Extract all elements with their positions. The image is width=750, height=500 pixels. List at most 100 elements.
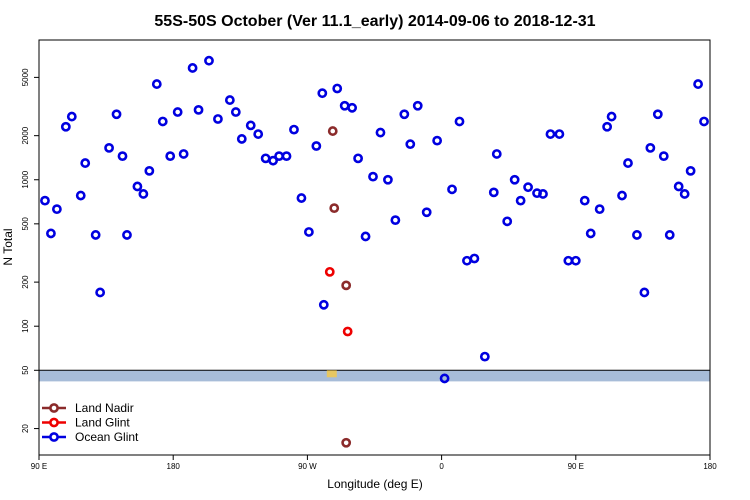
legend-label: Land Glint	[75, 416, 130, 430]
ocean-glint-point	[289, 124, 299, 135]
y-tick-label: 1000	[21, 170, 30, 188]
land-glint-point	[324, 266, 335, 277]
ocean-glint-point	[296, 193, 307, 203]
ocean-glint-point	[245, 120, 256, 131]
ocean-glint-point	[632, 230, 642, 240]
ocean-glint-point	[652, 109, 663, 120]
ocean-glint-point	[554, 129, 565, 139]
ocean-glint-point	[523, 182, 533, 193]
ocean-glint-point	[502, 216, 513, 227]
ocean-glint-point	[488, 187, 499, 198]
legend-marker	[49, 432, 59, 442]
ocean-glint-point	[602, 121, 613, 132]
ocean-glint-point	[46, 228, 56, 239]
ocean-glint-point	[658, 151, 669, 162]
ocean-glint-point	[432, 135, 443, 146]
ocean-glint-point	[122, 230, 132, 240]
ocean-glint-point	[151, 79, 162, 89]
ocean-glint-point	[375, 127, 386, 138]
ocean-glint-point	[679, 189, 690, 199]
ocean-glint-point	[545, 129, 556, 139]
ocean-glint-point	[318, 299, 329, 310]
ocean-glint-point	[405, 139, 416, 150]
ocean-glint-point	[75, 190, 86, 201]
ocean-glint-point	[317, 88, 328, 99]
ocean-glint-point	[639, 287, 650, 298]
land-nadir-point	[327, 126, 338, 136]
legend-marker	[49, 403, 59, 413]
ocean-glint-point	[353, 153, 363, 164]
ocean-glint-point	[399, 109, 410, 120]
ocean-glint-point	[236, 134, 247, 144]
ocean-glint-point	[157, 116, 168, 127]
y-axis: 20 50 100 200 500 1000 2000 5000	[21, 68, 39, 433]
land-glint-point	[342, 326, 353, 337]
x-tick-label: 90 E	[31, 462, 47, 471]
ocean-glint-point	[623, 158, 633, 168]
ocean-glint-point	[117, 151, 128, 162]
ocean-glint-point	[368, 171, 378, 182]
ocean-glint-point	[281, 151, 292, 162]
ocean-glint-point	[111, 109, 122, 120]
ocean-glint-point	[606, 111, 617, 122]
legend-item-ocean-glint: Ocean Glint	[42, 430, 139, 444]
ocean-glint-point	[40, 195, 50, 206]
ocean-glint-point	[187, 63, 198, 73]
band-accent	[326, 370, 337, 378]
y-tick-label: 500	[21, 217, 30, 231]
y-axis-label: N Total	[1, 228, 15, 265]
ocean-glint-point	[479, 351, 490, 362]
band	[39, 370, 710, 382]
ocean-glint-point	[274, 151, 284, 162]
ocean-glint-point	[303, 227, 314, 237]
ocean-glint-point	[570, 255, 581, 266]
ocean-glint-point	[347, 102, 358, 113]
ocean-glint-point	[412, 100, 423, 111]
ocean-glint-point	[645, 143, 656, 153]
legend-label: Ocean Glint	[75, 430, 139, 444]
land-nadir-point	[341, 280, 352, 291]
x-tick-label: 180	[167, 462, 181, 471]
ocean-glint-point	[311, 141, 322, 151]
ocean-glint-point	[268, 155, 279, 166]
y-tick-label: 100	[21, 319, 30, 333]
ocean-glint-point	[421, 207, 432, 218]
ocean-glint-point	[104, 143, 114, 153]
x-tick-label: 0	[439, 462, 444, 471]
x-tick-label: 90 W	[298, 462, 317, 471]
legend-item-land-nadir: Land Nadir	[42, 401, 134, 415]
ocean-glint-point	[685, 165, 696, 176]
x-axis: 90 E 180 90 W 0 90 E 180	[31, 455, 717, 471]
land-nadir-point	[341, 437, 352, 448]
ocean-glint-point	[80, 158, 91, 168]
ocean-glint-point	[383, 174, 393, 185]
y-tick-label: 5000	[21, 68, 30, 86]
ocean-glint-point	[165, 151, 176, 162]
ocean-glint-point	[138, 189, 149, 199]
ocean-glint-point	[204, 55, 214, 66]
ocean-glint-point	[360, 231, 371, 242]
ocean-glint-point	[339, 100, 350, 111]
land-nadir-point	[329, 203, 340, 214]
x-tick-label: 90 E	[568, 462, 584, 471]
ocean-glint-point	[538, 189, 548, 199]
ocean-glint-point	[579, 195, 590, 206]
ocean-glint-point	[253, 129, 264, 139]
ocean-glint-point	[439, 373, 450, 384]
y-tick-label: 2000	[21, 126, 30, 144]
legend-marker	[49, 417, 59, 428]
y-tick-label: 50	[21, 365, 30, 374]
chart-title: 55S-50S October (Ver 11.1_early) 2014-09…	[154, 13, 595, 30]
ocean-glint-point	[144, 165, 155, 176]
ocean-glint-point	[469, 253, 480, 264]
ocean-glint-point	[60, 121, 71, 132]
ocean-glint-point	[213, 114, 223, 124]
ocean-glint-point	[447, 184, 457, 195]
ocean-glint-point	[90, 230, 101, 240]
x-axis-label: Longitude (deg E)	[327, 477, 422, 491]
ocean-glint-point	[693, 79, 703, 89]
ocean-glint-point	[491, 149, 502, 159]
ocean-glint-point	[462, 255, 472, 266]
ocean-glint-point	[563, 255, 574, 266]
